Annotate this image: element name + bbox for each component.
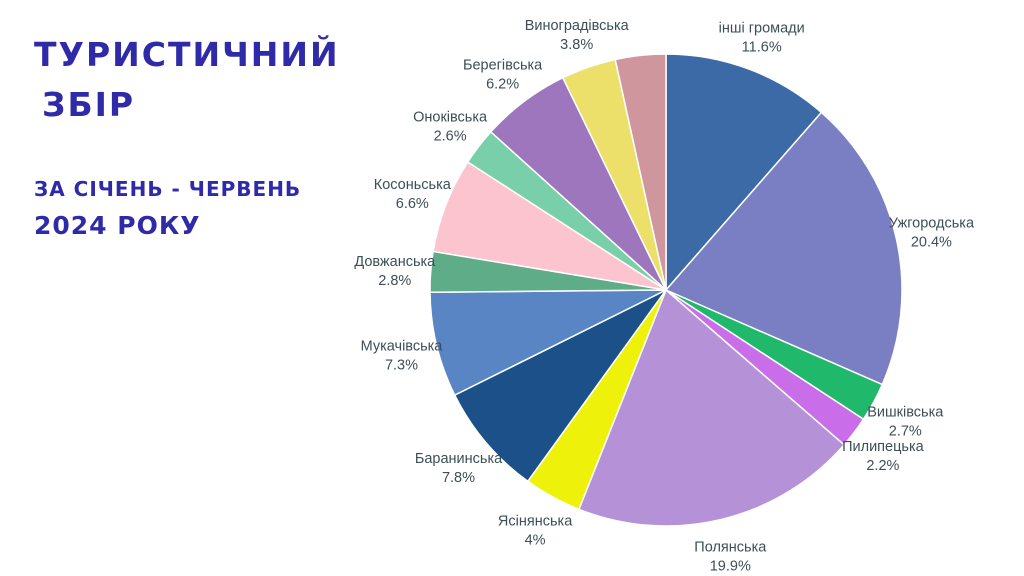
slice-name-label: Баранинська	[415, 451, 503, 467]
slice-name-label: інші громади	[719, 20, 805, 36]
slice-value-label: 7.3%	[385, 358, 418, 374]
slice-label-13: Виноградівська 3.8%	[525, 18, 630, 53]
pie-labels: інші громади 11.6% Ужгородська 20.4% Вишківс…	[354, 18, 975, 574]
slice-name-label: Довжанська	[354, 254, 436, 270]
slice-value-label: 6.2%	[486, 77, 519, 93]
pie-slice-7	[453, 289, 667, 483]
page-subtitle-line1: ЗА СІЧЕНЬ - ЧЕРВЕНЬ	[34, 177, 302, 201]
slice-label-11: Оноківська 2.6%	[413, 110, 488, 145]
slice-value-label: 2.7%	[889, 423, 922, 439]
slice-name-label: Мукачівська	[361, 339, 444, 355]
slice-label-9: Довжанська 2.8%	[354, 254, 436, 289]
page-title-line2: ЗБІР	[42, 85, 136, 124]
subtitle-block: ЗА СІЧЕНЬ - ЧЕРВЕНЬ 2024 РОКУ	[34, 172, 301, 246]
slice-name-label: Виноградівська	[525, 18, 630, 34]
slice-value-label: 2.8%	[378, 273, 411, 289]
page-title-line1: ТУРИСТИЧНИЙ	[34, 35, 340, 74]
slice-name-label: Полянська	[694, 539, 767, 555]
slice-label-4: Пилипецька 2.2%	[842, 439, 925, 474]
slice-label-8: Мукачівська 7.3%	[361, 339, 444, 374]
pie-slice-1	[665, 53, 823, 292]
slice-label-6: Ясінянська 4%	[498, 514, 573, 549]
slice-value-label: 2.2%	[866, 458, 899, 474]
pie-slices	[429, 53, 903, 527]
pie-slice-2	[664, 111, 903, 386]
pie-slice-5	[577, 288, 846, 527]
title-block: ТУРИСТИЧНИЙ ЗБІР	[34, 30, 340, 130]
slice-value-label: 19.9%	[710, 558, 751, 574]
slice-value-label: 20.4%	[911, 235, 952, 251]
slice-label-2: Ужгородська 20.4%	[889, 216, 975, 251]
pie-slice-8	[429, 289, 667, 397]
slice-label-1: інші громади 11.6%	[719, 20, 805, 55]
slice-label-7: Баранинська 7.8%	[415, 451, 503, 486]
slice-name-label: Пилипецька	[842, 439, 925, 455]
slice-value-label: 2.6%	[434, 129, 467, 145]
slice-value-label: 7.8%	[442, 470, 475, 486]
slice-name-label: Вишківська	[867, 404, 944, 420]
slice-label-3: Вишківська 2.7%	[867, 404, 944, 439]
slice-label-5: Полянська 19.9%	[694, 539, 767, 574]
slice-value-label: 6.6%	[396, 196, 429, 212]
slice-value-label: 4%	[525, 533, 546, 549]
pie-slice-14	[614, 53, 667, 291]
slice-label-12: Берегівська 6.2%	[463, 58, 543, 93]
slice-name-label: Берегівська	[463, 58, 543, 74]
slice-name-label: Ясінянська	[498, 514, 573, 530]
slice-value-label: 3.8%	[560, 37, 593, 53]
page-subtitle-line2: 2024 РОКУ	[34, 211, 201, 240]
slice-name-label: Косоньська	[374, 177, 452, 193]
slice-value-label: 11.6%	[742, 39, 782, 55]
slice-name-label: Оноківська	[413, 110, 488, 126]
slice-name-label: Ужгородська	[889, 216, 975, 232]
slice-label-10: Косоньська 6.6%	[374, 177, 452, 212]
